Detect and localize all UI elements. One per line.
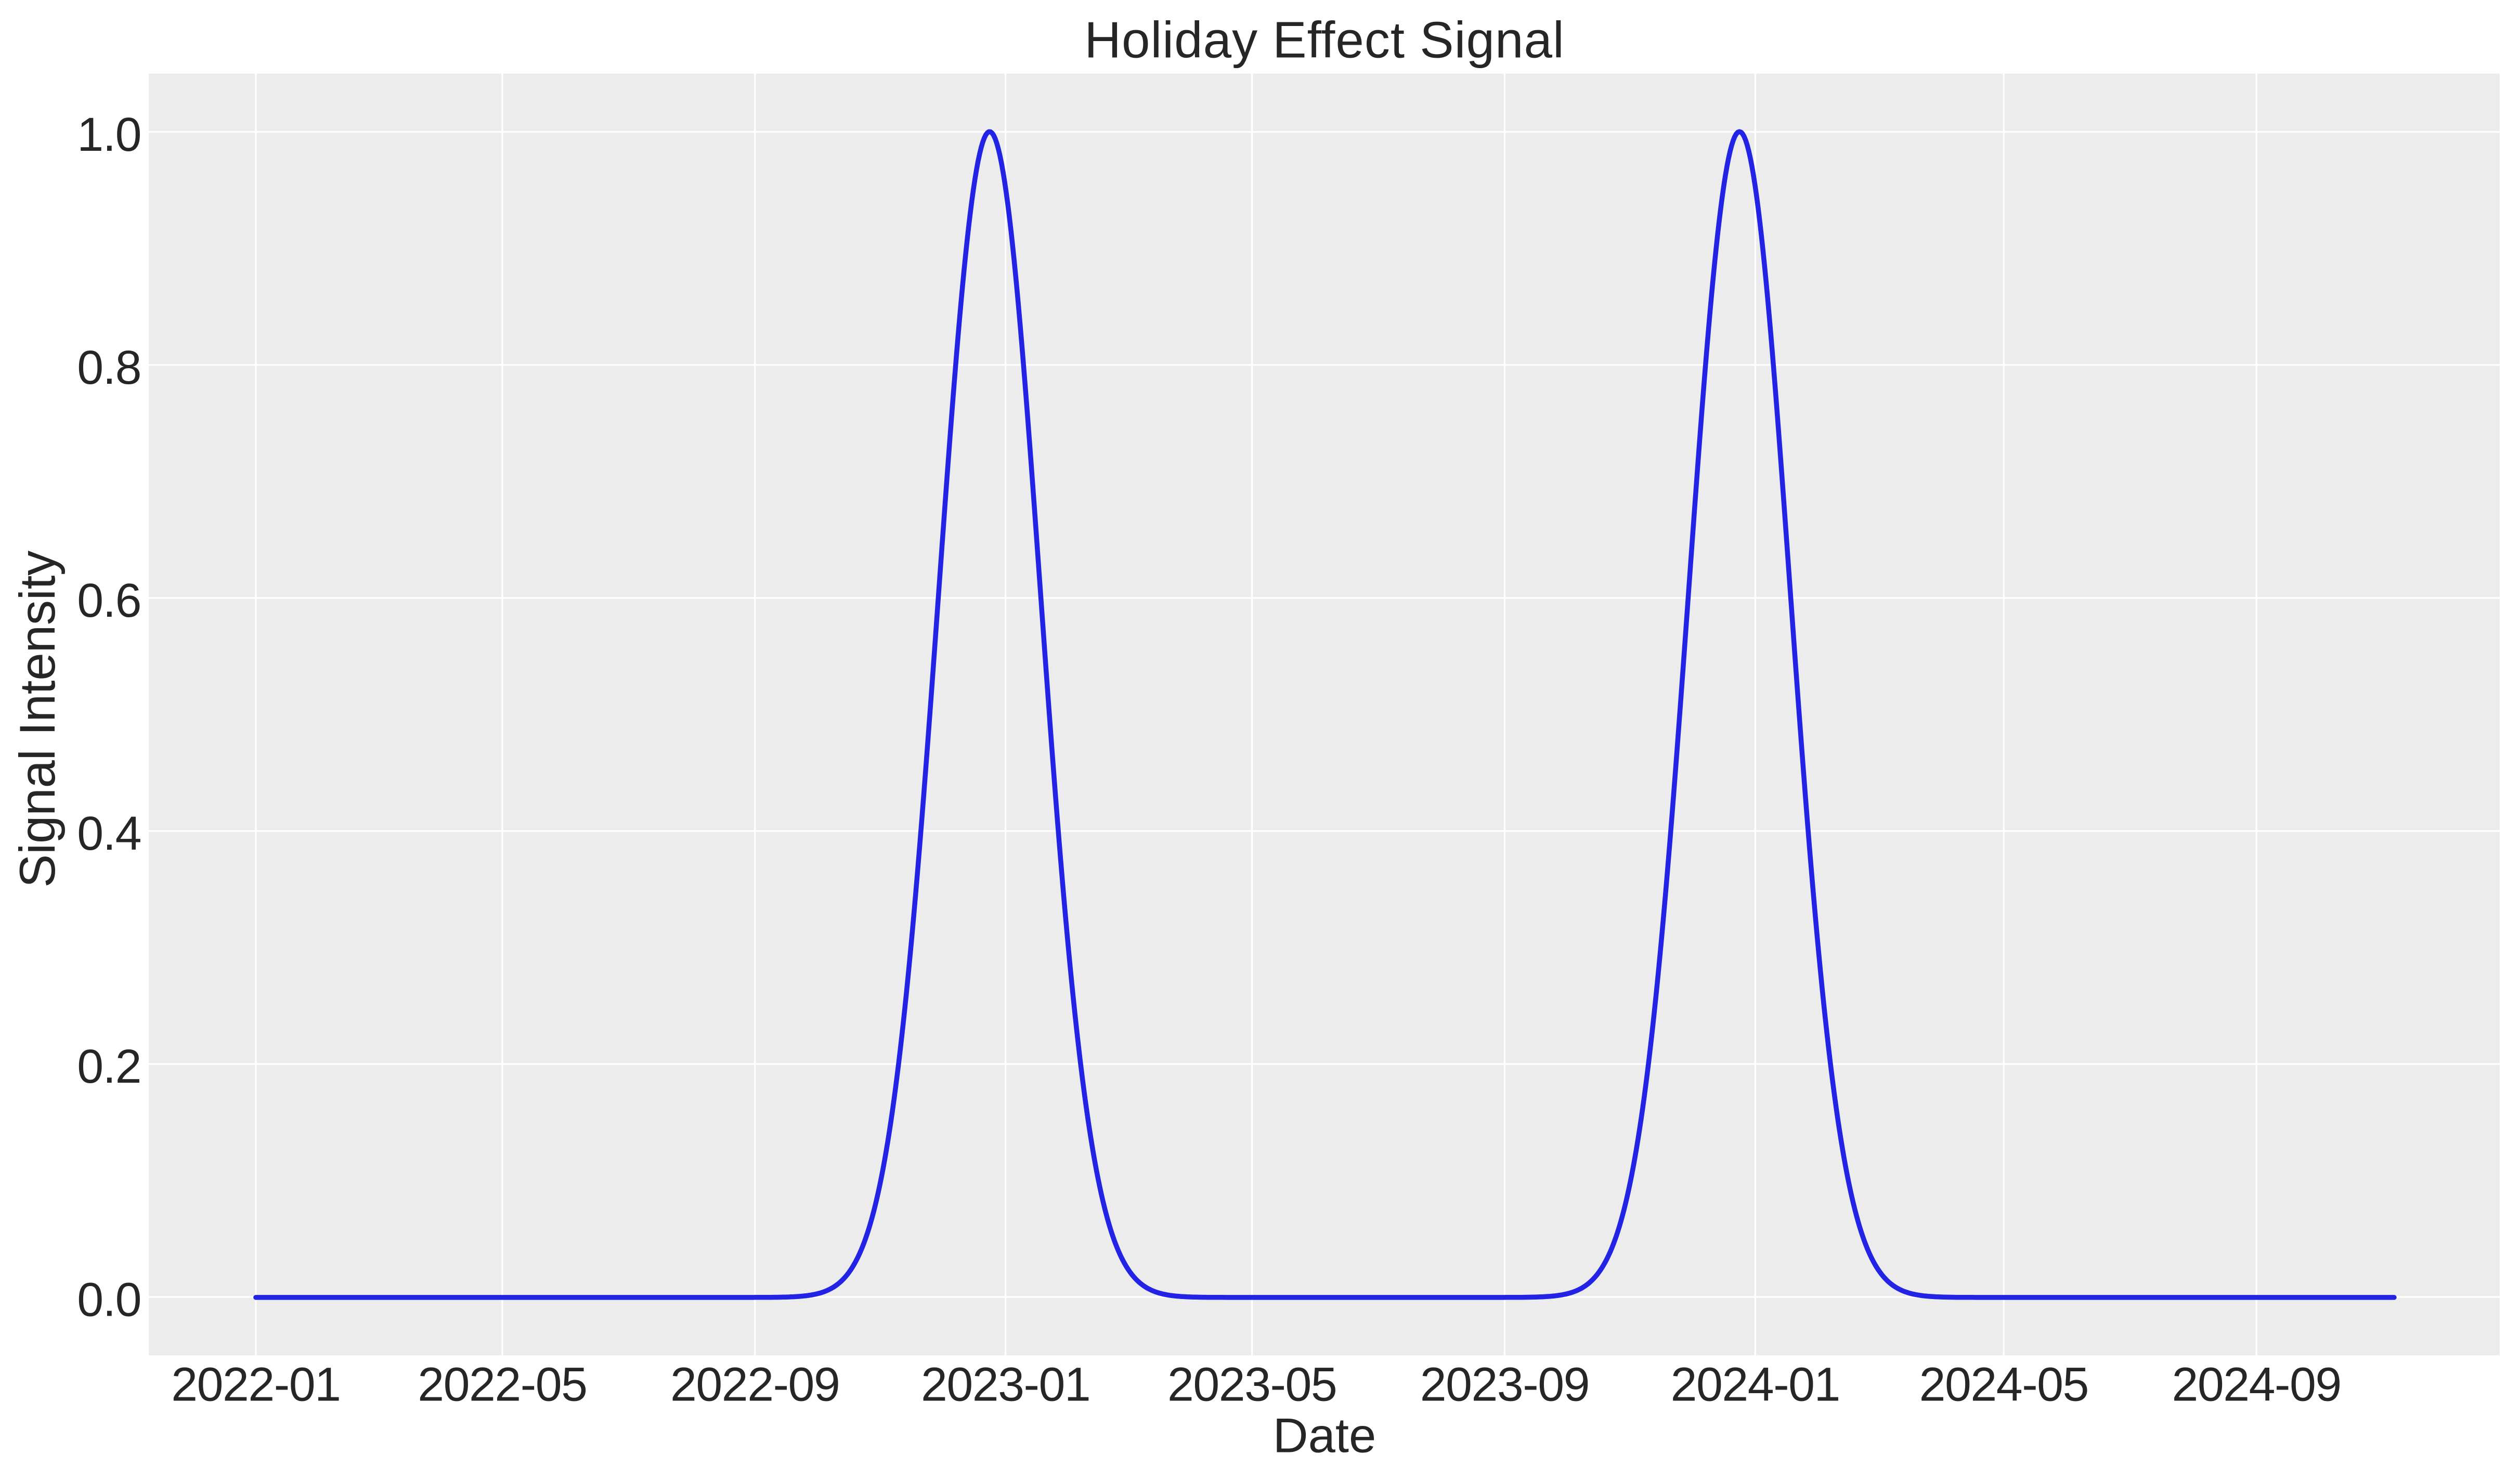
svg-text:0.0: 0.0 bbox=[77, 1273, 141, 1326]
svg-text:2024-01: 2024-01 bbox=[1671, 1358, 1840, 1411]
svg-text:0.2: 0.2 bbox=[77, 1040, 141, 1093]
svg-text:0.8: 0.8 bbox=[77, 341, 141, 394]
svg-text:2023-01: 2023-01 bbox=[921, 1358, 1090, 1411]
svg-text:2023-05: 2023-05 bbox=[1167, 1358, 1336, 1411]
svg-text:2023-09: 2023-09 bbox=[1420, 1358, 1589, 1411]
svg-text:2024-05: 2024-05 bbox=[1919, 1358, 2088, 1411]
svg-text:0.6: 0.6 bbox=[77, 574, 141, 627]
svg-text:0.4: 0.4 bbox=[77, 807, 141, 860]
svg-text:Signal Intensity: Signal Intensity bbox=[10, 550, 66, 888]
svg-text:1.0: 1.0 bbox=[77, 108, 141, 161]
svg-text:2022-05: 2022-05 bbox=[418, 1358, 587, 1411]
svg-text:2022-01: 2022-01 bbox=[171, 1358, 340, 1411]
svg-text:Holiday Effect Signal: Holiday Effect Signal bbox=[1084, 11, 1564, 69]
svg-text:2024-09: 2024-09 bbox=[2172, 1358, 2341, 1411]
svg-text:2022-09: 2022-09 bbox=[670, 1358, 839, 1411]
svg-text:Date: Date bbox=[1273, 1408, 1376, 1463]
